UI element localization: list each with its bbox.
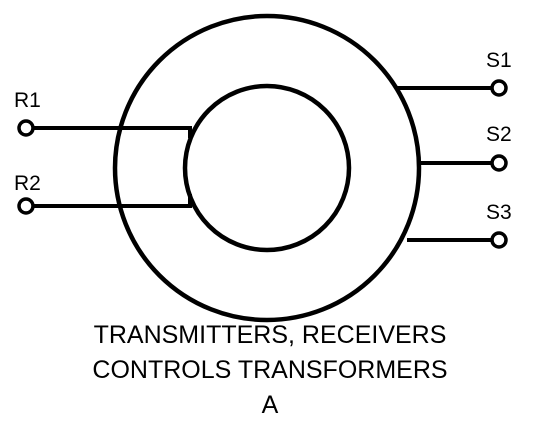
rotor-inner-circle bbox=[182, 83, 352, 253]
caption-line-1: TRANSMITTERS, RECEIVERS bbox=[94, 321, 447, 349]
s2-terminal bbox=[490, 154, 508, 172]
caption-line-3: A bbox=[262, 391, 279, 419]
r1-lead bbox=[33, 126, 192, 138]
s3-terminal bbox=[490, 231, 508, 249]
caption-line-2: CONTROLS TRANSFORMERS bbox=[92, 356, 447, 384]
r2-lead bbox=[33, 194, 192, 208]
r1-terminal bbox=[17, 119, 35, 137]
s3-label: S3 bbox=[486, 201, 512, 224]
s1-label: S1 bbox=[486, 49, 512, 72]
s1-terminal bbox=[490, 79, 508, 97]
stator-outer-circle bbox=[112, 13, 422, 323]
r2-label: R2 bbox=[14, 172, 41, 195]
r2-terminal bbox=[17, 197, 35, 215]
r1-label: R1 bbox=[14, 89, 41, 112]
s2-label: S2 bbox=[486, 123, 512, 146]
